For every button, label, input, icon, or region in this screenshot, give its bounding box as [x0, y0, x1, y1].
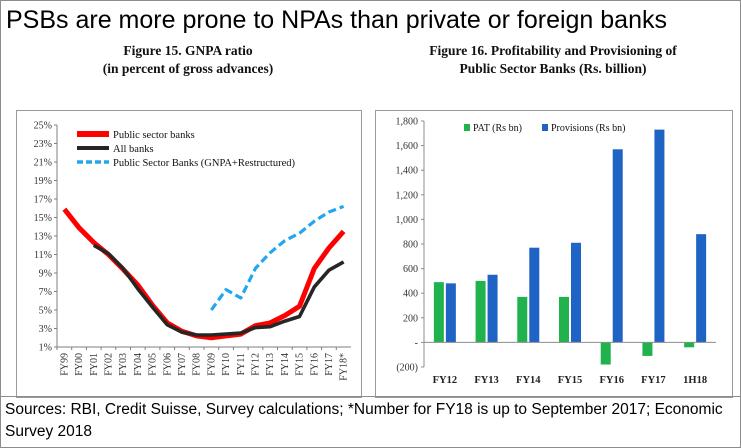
gnpa-line-chart: 1% 3% 5% 7% 9% 11% 13% 15% 17% 19% 21% 23% 25% FY99 FY… — [34, 121, 351, 381]
y-tick-label: (200) — [396, 363, 418, 374]
y-tick-label: 600 — [403, 264, 418, 275]
x-category-label: FY16 — [599, 375, 624, 386]
y-tick-label: 23% — [34, 139, 52, 150]
x-tick-label: FY11 — [236, 353, 247, 375]
x-tick-label: FY03 — [118, 353, 129, 376]
x-tick-label: FY14 — [280, 353, 291, 376]
x-tick-label: FY00 — [74, 353, 85, 376]
y-tick-label: - — [415, 338, 418, 349]
x-category-label: FY12 — [433, 375, 458, 386]
x-tick-label: FY08 — [192, 353, 203, 376]
y-tick-label: 1,600 — [396, 141, 419, 152]
sources-divider — [0, 396, 741, 397]
y-tick-label: 17% — [34, 195, 52, 206]
y-tick-label: 1,400 — [396, 166, 419, 177]
bar-pat-rs-bn-fy13 — [475, 280, 486, 343]
y-tick-label: 3% — [39, 324, 52, 335]
bar-pat-rs-bn-fy14 — [517, 296, 528, 343]
y-tick-label: 1,800 — [396, 117, 419, 128]
x-tick-label: FY06 — [162, 353, 173, 376]
sources-note: Sources: RBI, Credit Suisse, Survey calc… — [5, 401, 723, 440]
bar-provisions-rs-bn-fy15 — [571, 242, 581, 343]
figure16-subtitle: Public Sector Banks (Rs. billion) — [459, 61, 647, 76]
y-tick-label: 1,200 — [396, 190, 419, 201]
x-tick-label: FY07 — [177, 353, 188, 376]
x-tick-label: FY12 — [250, 353, 261, 376]
figure16-chart-panel: (200) - 200 400 600 800 1,000 1,200 1,400 1,600 1,… — [375, 110, 733, 398]
series-line-all-banks — [92, 243, 345, 337]
legend-label-provisions-rs-bn: Provisions (Rs bn) — [551, 123, 625, 134]
x-tick-label: FY04 — [133, 353, 144, 376]
x-tick-label: FY17 — [324, 353, 335, 376]
x-category-label: FY15 — [558, 375, 583, 386]
figure15-subtitle: (in percent of gross advances) — [102, 61, 274, 76]
legend-label-pat-rs-bn: PAT (Rs bn) — [473, 123, 522, 134]
legend-label-public-sector-banks: Public sector banks — [113, 130, 195, 141]
legend-swatch-provisions-rs-bn — [542, 124, 548, 131]
figure15-title: Figure 15. GNPA ratio — [123, 43, 253, 58]
bar-pat-rs-bn-fy12 — [433, 282, 444, 343]
bar-pat-rs-bn-fy16 — [600, 342, 611, 365]
x-tick-label: FY13 — [265, 353, 276, 376]
series-line-public-sector-banks — [62, 207, 346, 341]
x-tick-label: FY18* — [339, 353, 350, 381]
y-tick-label: 9% — [39, 269, 52, 280]
y-tick-label: 19% — [34, 176, 52, 187]
y-tick-label: 11% — [34, 250, 52, 261]
legend-label-public-sector-banks-gnpa-restructured: Public Sector Banks (GNPA+Restructured) — [113, 158, 295, 169]
legend-label-all-banks: All banks — [113, 144, 154, 155]
legend-swatch-pat-rs-bn — [464, 124, 470, 131]
figure16-title-block: Figure 16. Profitability and Provisionin… — [375, 42, 731, 78]
y-tick-label: 13% — [34, 232, 52, 243]
bar-provisions-rs-bn-fy12 — [445, 283, 456, 343]
y-tick-label: 25% — [34, 121, 52, 132]
bar-provisions-rs-bn-fy14 — [529, 247, 540, 343]
x-tick-label: FY09 — [206, 353, 217, 376]
x-tick-label: FY05 — [148, 353, 159, 376]
y-tick-label: 15% — [34, 213, 52, 224]
bar-pat-rs-bn-fy17 — [642, 342, 653, 356]
y-tick-label: 21% — [34, 158, 52, 169]
series-line-public-sector-banks-gnpa-restructured — [210, 204, 345, 311]
x-category-label: 1H18 — [683, 375, 707, 386]
y-tick-label: 1% — [39, 343, 52, 354]
x-category-label: FY14 — [516, 375, 541, 386]
y-tick-label: 200 — [403, 313, 418, 324]
x-tick-label: FY01 — [89, 353, 100, 376]
bar-provisions-rs-bn-fy16 — [612, 149, 623, 343]
provisioning-bar-chart: (200) - 200 400 600 800 1,000 1,200 1,400 1,600 1,… — [396, 117, 716, 386]
x-tick-label: FY10 — [221, 353, 232, 376]
x-category-label: FY13 — [474, 375, 499, 386]
x-tick-label: FY99 — [59, 353, 70, 376]
x-tick-label: FY15 — [295, 353, 306, 376]
bar-pat-rs-bn-1h18 — [684, 342, 695, 348]
y-tick-label: 5% — [39, 306, 52, 317]
y-tick-label: 1,000 — [396, 215, 419, 226]
bar-pat-rs-bn-fy15 — [559, 296, 569, 343]
x-tick-label: FY02 — [103, 353, 114, 376]
slide-headline: PSBs are more prone to NPAs than private… — [6, 6, 667, 34]
figure15-chart-panel: 1% 3% 5% 7% 9% 11% 13% 15% 17% 19% 21% 23% 25% FY99 FY… — [16, 110, 362, 398]
bar-provisions-rs-bn-fy13 — [487, 274, 498, 343]
y-tick-label: 400 — [403, 289, 418, 300]
x-category-label: FY17 — [641, 375, 666, 386]
x-tick-label: FY16 — [309, 353, 320, 376]
y-tick-label: 7% — [39, 287, 52, 298]
bar-provisions-rs-bn-1h18 — [696, 234, 707, 343]
bar-provisions-rs-bn-fy17 — [654, 129, 665, 343]
figure15-title-block: Figure 15. GNPA ratio (in percent of gro… — [18, 42, 358, 78]
y-tick-label: 800 — [403, 240, 418, 251]
figure16-title: Figure 16. Profitability and Provisionin… — [429, 43, 677, 58]
